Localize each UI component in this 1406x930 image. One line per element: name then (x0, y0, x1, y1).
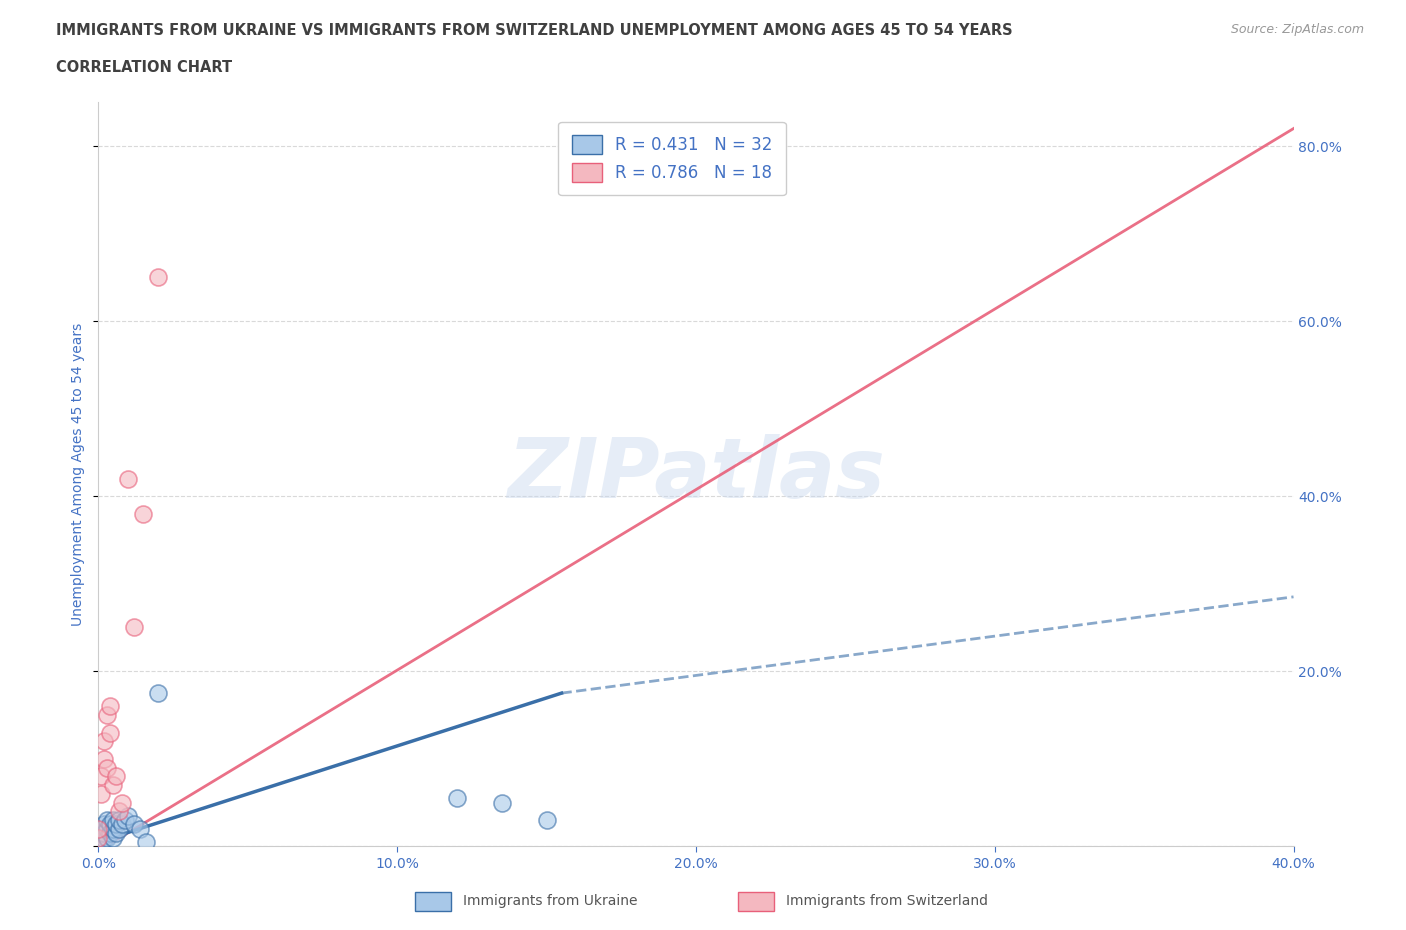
Point (129, 821, 152, 836)
Text: Source: ZipAtlas.com: Source: ZipAtlas.com (1230, 23, 1364, 36)
Point (103, 777, 125, 792)
Point (87, 834, 110, 849)
Point (132, 506, 155, 521)
Point (87, 826, 110, 841)
Point (148, 685, 170, 700)
Y-axis label: Unemployment Among Ages 45 to 54 years: Unemployment Among Ages 45 to 54 years (72, 323, 86, 626)
Text: ZIPatlas: ZIPatlas (508, 433, 884, 515)
Text: IMMIGRANTS FROM UKRAINE VS IMMIGRANTS FROM SWITZERLAND UNEMPLOYMENT AMONG AGES 4: IMMIGRANTS FROM UKRAINE VS IMMIGRANTS FR… (56, 23, 1012, 38)
Point (114, 813, 136, 828)
Point (90, 787, 112, 802)
Point (105, 826, 128, 841)
Point (90, 826, 112, 841)
Point (96, 830, 118, 845)
Point (90, 834, 112, 849)
Point (93, 734, 115, 749)
Point (103, 813, 125, 828)
Point (105, 817, 128, 831)
Point (100, 826, 122, 841)
FancyBboxPatch shape (738, 893, 773, 911)
Point (103, 830, 125, 845)
Point (124, 817, 146, 831)
Point (93, 831, 115, 846)
Point (491, 795, 513, 810)
Point (100, 725, 122, 740)
Point (96, 821, 118, 836)
Point (96, 760, 118, 775)
Point (108, 813, 131, 828)
Point (148, 270, 170, 285)
Point (93, 751, 115, 766)
Point (90, 821, 112, 836)
Point (135, 834, 157, 849)
Legend: R = 0.431   N = 32, R = 0.786   N = 18: R = 0.431 N = 32, R = 0.786 N = 18 (558, 122, 786, 195)
Point (93, 826, 115, 841)
Text: Immigrants from Switzerland: Immigrants from Switzerland (786, 894, 987, 908)
FancyBboxPatch shape (415, 893, 451, 911)
Text: CORRELATION CHART: CORRELATION CHART (56, 60, 232, 75)
Point (105, 769, 128, 784)
Point (90, 830, 112, 845)
Point (90, 769, 112, 784)
Point (108, 821, 131, 836)
Point (536, 813, 558, 828)
Point (96, 708, 118, 723)
Point (446, 790, 468, 805)
Point (87, 830, 110, 845)
Point (87, 821, 110, 836)
Point (87, 830, 110, 845)
Point (117, 808, 139, 823)
Point (100, 698, 122, 713)
Point (103, 821, 125, 836)
Point (93, 817, 115, 831)
Point (117, 472, 139, 486)
Point (108, 804, 131, 818)
Point (124, 620, 146, 635)
Text: Immigrants from Ukraine: Immigrants from Ukraine (463, 894, 637, 908)
Point (111, 795, 134, 810)
Point (111, 817, 134, 831)
Point (96, 813, 118, 828)
Point (100, 817, 122, 831)
